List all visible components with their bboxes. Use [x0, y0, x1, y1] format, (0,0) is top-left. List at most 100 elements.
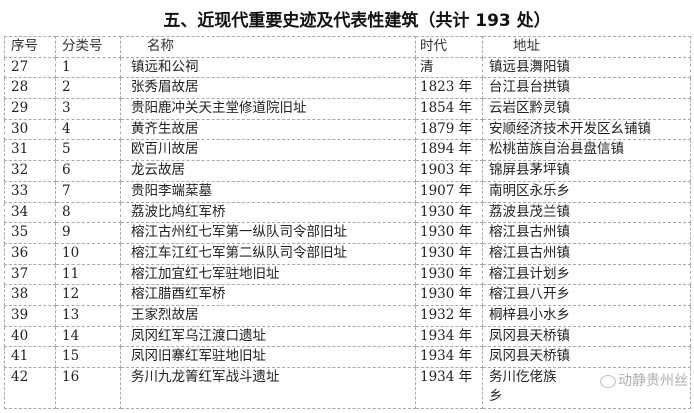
table-row: 33 7 贵阳李端棻墓 1907 年南明区永乐乡: [4, 180, 691, 203]
cell-no: 32: [4, 160, 56, 182]
cell-era: 1879 年: [415, 118, 483, 141]
table-row: 30 4 黄齐生故居 1879 年安顺经济技术开发区幺铺镇: [4, 118, 691, 141]
header-name: 名称: [120, 36, 416, 58]
heritage-table: 序号 分类号 名称 时代 地址 27 1 镇远和公祠清镇远县㵲阳镇 28 2 张秀眉故居 1…: [4, 36, 691, 409]
cell-address: 锦屏县茅坪镇: [482, 160, 691, 182]
cell-no: 39: [4, 304, 56, 327]
cell-era: 1823 年: [415, 77, 483, 100]
cell-name: 镇远和公祠: [120, 56, 416, 79]
cell-category: 15: [55, 346, 121, 368]
cell-address: 南明区永乐乡: [482, 180, 691, 203]
cell-address: 榕江县古州镇: [482, 242, 691, 265]
cell-name: 榕江车江红七军第二纵队司令部旧址: [120, 242, 416, 265]
page-title: 五、近现代重要史迹及代表性建筑（共计 193 处）: [163, 11, 551, 31]
cell-address: 荔波县茂兰镇: [482, 201, 691, 224]
table-row: 34 8 荔波比鸠红军桥 1930 年荔波县茂兰镇: [4, 201, 691, 224]
cell-name: 黄齐生故居: [120, 118, 416, 141]
cell-era: 1934 年: [415, 325, 483, 348]
wechat-icon: [600, 374, 616, 388]
cell-category: 1: [55, 56, 121, 79]
header-category: 分类号: [55, 36, 121, 58]
cell-address: 安顺经济技术开发区幺铺镇: [482, 118, 691, 141]
cell-no: 40: [4, 325, 56, 348]
cell-no: 27: [4, 56, 56, 79]
cell-category: 2: [55, 77, 121, 100]
cell-category: 6: [55, 160, 121, 182]
cell-era: 1907 年: [415, 180, 483, 203]
cell-era: 1934 年: [415, 346, 483, 368]
cell-name: 凤冈红军乌江渡口遗址: [120, 325, 416, 348]
cell-name: 欧百川故居: [120, 139, 416, 162]
cell-address: 凤冈县天桥镇: [482, 346, 691, 368]
table-row: 35 9 榕江古州红七军第一纵队司令部旧址 1930 年榕江县古州镇: [4, 222, 691, 244]
cell-no: 33: [4, 180, 56, 203]
cell-name: 凤冈旧寨红军驻地旧址: [120, 346, 416, 368]
cell-no: 30: [4, 118, 56, 141]
cell-category: 10: [55, 242, 121, 265]
cell-era: 1894 年: [415, 139, 483, 162]
table-row: 42 16 务川九龙箐红军战斗遗址 1934 年务川仡佬族乡: [4, 367, 691, 409]
cell-name: 务川九龙箐红军战斗遗址: [120, 367, 416, 409]
cell-name: 榕江腊酉红军桥: [120, 284, 416, 306]
cell-name: 贵阳鹿冲关天主堂修道院旧址: [120, 98, 416, 120]
cell-address: 松桃苗族自治县盘信镇: [482, 139, 691, 162]
watermark-text: 动静贵州丝: [618, 373, 688, 389]
cell-category: 11: [55, 263, 121, 286]
cell-name: 张秀眉故居: [120, 77, 416, 100]
cell-name: 榕江加宜红七军驻地旧址: [120, 263, 416, 286]
cell-category: 3: [55, 98, 121, 120]
table-row: 28 2 张秀眉故居 1823 年台江县台拱镇: [4, 77, 691, 100]
cell-category: 4: [55, 118, 121, 141]
cell-address: 台江县台拱镇: [482, 77, 691, 100]
table-row: 39 13 王家烈故居 1932 年桐梓县小水乡: [4, 304, 691, 327]
cell-name: 榕江古州红七军第一纵队司令部旧址: [120, 222, 416, 244]
table-row: 27 1 镇远和公祠清镇远县㵲阳镇: [4, 56, 691, 79]
cell-category: 7: [55, 180, 121, 203]
cell-category: 9: [55, 222, 121, 244]
cell-category: 8: [55, 201, 121, 224]
cell-no: 42: [4, 367, 56, 409]
cell-era: 1932 年: [415, 304, 483, 327]
watermark: 动静贵州丝: [600, 370, 688, 390]
table-row: 41 15 凤冈旧寨红军驻地旧址 1934 年凤冈县天桥镇: [4, 346, 691, 368]
cell-address: 镇远县㵲阳镇: [482, 56, 691, 79]
cell-no: 38: [4, 284, 56, 306]
table-row: 40 14 凤冈红军乌江渡口遗址 1934 年凤冈县天桥镇: [4, 325, 691, 348]
cell-address: 榕江县古州镇: [482, 222, 691, 244]
cell-era: 1903 年: [415, 160, 483, 182]
table-row: 31 5 欧百川故居 1894 年松桃苗族自治县盘信镇: [4, 139, 691, 162]
cell-no: 41: [4, 346, 56, 368]
cell-era: 1930 年: [415, 222, 483, 244]
cell-category: 13: [55, 304, 121, 327]
cell-name: 贵阳李端棻墓: [120, 180, 416, 203]
table-row: 37 11 榕江加宜红七军驻地旧址 1930 年榕江县计划乡: [4, 263, 691, 286]
cell-era: 1930 年: [415, 263, 483, 286]
cell-era: 清: [415, 56, 483, 79]
table-row: 36 10 榕江车江红七军第二纵队司令部旧址 1930 年榕江县古州镇: [4, 242, 691, 265]
cell-category: 12: [55, 284, 121, 306]
header-era: 时代: [415, 36, 483, 58]
table-header-row: 序号 分类号 名称 时代 地址: [4, 36, 691, 58]
cell-no: 29: [4, 98, 56, 120]
table-row: 29 3 贵阳鹿冲关天主堂修道院旧址 1854 年云岩区黔灵镇: [4, 98, 691, 120]
cell-era: 1930 年: [415, 242, 483, 265]
cell-no: 34: [4, 201, 56, 224]
cell-no: 37: [4, 263, 56, 286]
header-address: 地址: [482, 36, 691, 58]
table-row: 38 12 榕江腊酉红军桥 1930 年榕江县八开乡: [4, 284, 691, 306]
cell-era: 1930 年: [415, 201, 483, 224]
cell-address: 云岩区黔灵镇: [482, 98, 691, 120]
address-line: 务川仡佬族: [489, 369, 557, 385]
table-row: 32 6 龙云故居 1903 年锦屏县茅坪镇: [4, 160, 691, 182]
cell-no: 36: [4, 242, 56, 265]
cell-no: 28: [4, 77, 56, 100]
cell-name: 王家烈故居: [120, 304, 416, 327]
cell-era: 1854 年: [415, 98, 483, 120]
cell-name: 龙云故居: [120, 160, 416, 182]
cell-name: 荔波比鸠红军桥: [120, 201, 416, 224]
cell-category: 14: [55, 325, 121, 348]
cell-category: 5: [55, 139, 121, 162]
cell-no: 35: [4, 222, 56, 244]
header-no: 序号: [4, 36, 56, 58]
cell-address: 榕江县计划乡: [482, 263, 691, 286]
